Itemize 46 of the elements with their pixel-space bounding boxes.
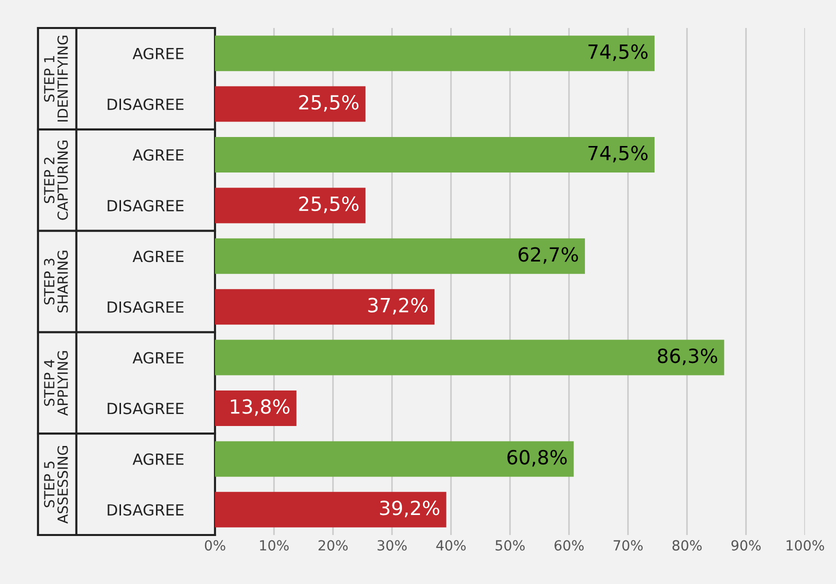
x-tick-label: 20% bbox=[318, 540, 348, 551]
bar bbox=[215, 86, 366, 122]
x-tick-label: 70% bbox=[614, 540, 643, 551]
bar bbox=[215, 492, 446, 528]
bar bbox=[215, 238, 585, 274]
x-tick-label: 80% bbox=[672, 540, 702, 551]
data-label: 74,5% bbox=[588, 44, 648, 61]
x-tick-label: 40% bbox=[436, 540, 466, 551]
data-label: 25,5% bbox=[299, 196, 358, 214]
bar bbox=[215, 441, 574, 477]
text: STEP 1 IDENTIFYING bbox=[44, 36, 68, 122]
y-tick-label: DISAGREE bbox=[108, 301, 184, 313]
data-label: 13,8% bbox=[230, 399, 290, 416]
bar bbox=[215, 390, 296, 426]
y-tick-label: AGREE bbox=[132, 149, 184, 161]
data-label: 37,2% bbox=[368, 298, 428, 314]
y-tick-label: AGREE bbox=[132, 352, 184, 364]
y-tick-label: DISAGREE bbox=[108, 200, 184, 212]
x-tick-label: 50% bbox=[496, 540, 525, 551]
data-label: 62,7% bbox=[518, 247, 578, 264]
data-label: 74,5% bbox=[588, 146, 648, 162]
text: STEP 2 CAPTURING bbox=[44, 140, 68, 220]
bar bbox=[215, 36, 655, 72]
bar bbox=[215, 137, 655, 172]
y-tick-label: AGREE bbox=[132, 453, 184, 465]
x-tick-label: 30% bbox=[378, 540, 407, 551]
bar bbox=[215, 340, 724, 376]
data-label: 25,5% bbox=[299, 94, 358, 112]
data-label: 86,3% bbox=[658, 348, 718, 366]
y-tick-label: DISAGREE bbox=[108, 504, 184, 516]
x-tick-label: 0% bbox=[204, 540, 226, 551]
y-tick-label: DISAGREE bbox=[108, 98, 184, 110]
x-tick-label: 100% bbox=[786, 540, 824, 551]
text: STEP 3 SHARING bbox=[44, 250, 68, 312]
x-tick-label: 90% bbox=[731, 540, 761, 551]
bar bbox=[215, 188, 366, 224]
data-label: 60,8% bbox=[507, 450, 567, 467]
y-tick-label: AGREE bbox=[132, 48, 184, 60]
y-tick-label: AGREE bbox=[132, 250, 184, 262]
text: STEP 4 APPLYING bbox=[44, 351, 68, 416]
bar bbox=[215, 289, 434, 325]
text: STEP 5 ASSESSING bbox=[44, 446, 68, 524]
y-tick-label: DISAGREE bbox=[108, 402, 184, 414]
x-tick-label: 60% bbox=[554, 540, 584, 551]
x-tick-label: 10% bbox=[260, 540, 289, 551]
data-label: 39,2% bbox=[380, 500, 440, 518]
